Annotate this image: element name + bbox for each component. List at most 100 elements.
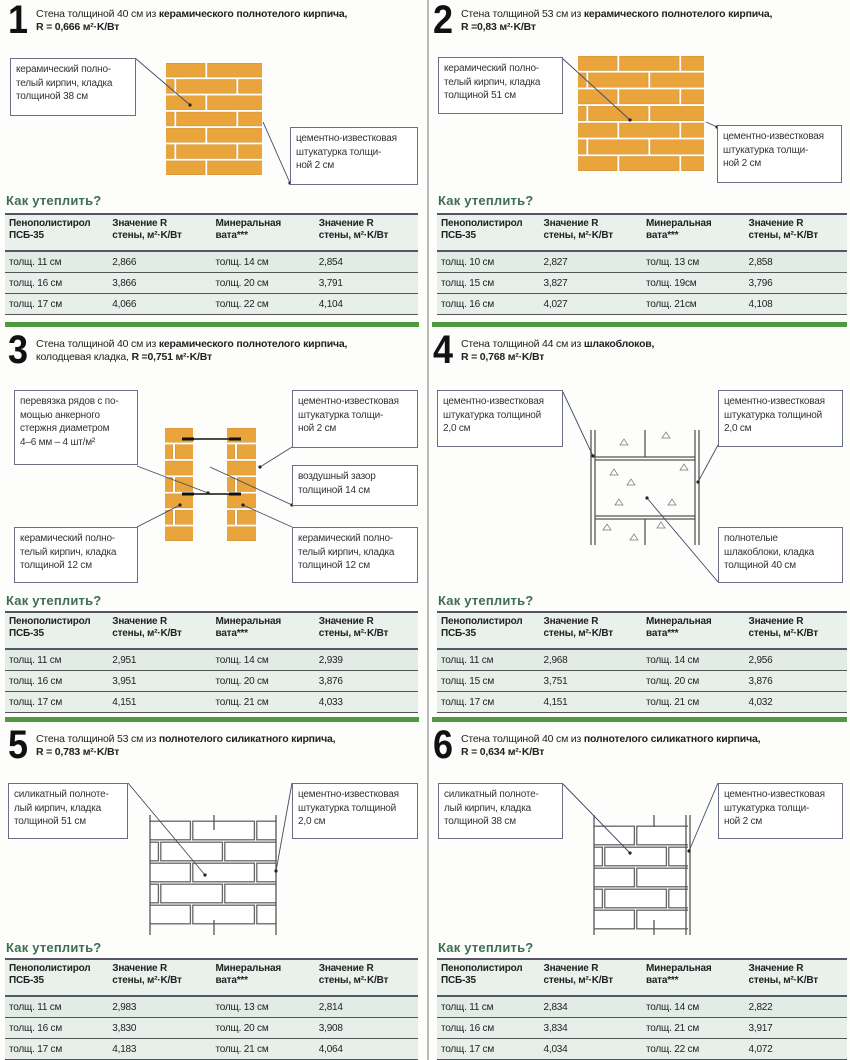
leader-line <box>697 444 719 483</box>
callout-label: цементно-известковая штукатурка толщи- н… <box>292 390 418 448</box>
silicate-masonry <box>150 820 276 925</box>
column-header: Минеральная вата*** <box>211 611 315 650</box>
table-cell: 3,791 <box>314 272 418 294</box>
section-number: 4 <box>433 328 453 372</box>
brick <box>207 95 262 110</box>
table-cell: 2,866 <box>108 251 212 273</box>
brick <box>578 89 618 105</box>
brick <box>150 841 160 862</box>
table-cell: толщ. 11 см <box>437 996 540 1018</box>
brick <box>160 883 224 904</box>
table-cell: 4,072 <box>744 1038 847 1060</box>
r-value: R = 0,634 м²·K/Вт <box>461 746 545 758</box>
table-cell: 3,751 <box>539 670 642 692</box>
table-cell: 4,027 <box>539 293 642 315</box>
table-row: толщ. 16 см 4,027 толщ. 21см 4,108 <box>437 293 847 315</box>
table-header-row: Пенополистирол ПСБ-35 Значение R стены, м… <box>437 213 847 252</box>
column-header: Значение R стены, м²·K/Вт <box>314 958 418 997</box>
brick <box>681 122 704 138</box>
brick <box>256 820 276 841</box>
callout-label: керамический полно- телый кирпич, кладка… <box>438 57 563 114</box>
insulation-table: Пенополистирол ПСБ-35 Значение R стены, м… <box>437 611 847 713</box>
brick <box>604 846 668 867</box>
section-title: Стена толщиной 53 см из керамического по… <box>461 8 772 34</box>
table-cell: толщ. 21 см <box>642 1017 745 1039</box>
section-number: 2 <box>433 0 453 42</box>
brick <box>165 526 193 541</box>
aggregate-mark <box>629 533 639 541</box>
table-cell: толщ. 17 см <box>5 1038 109 1060</box>
table-row: толщ. 11 см 2,951 толщ. 14 см 2,939 <box>5 649 418 671</box>
table-row: толщ. 17 см 4,183 толщ. 21 см 4,064 <box>5 1038 418 1060</box>
leader-line <box>705 121 718 128</box>
brick <box>588 106 649 121</box>
title-text: Стена толщиной 53 см из <box>36 733 159 745</box>
table-cell: 2,983 <box>108 996 212 1018</box>
wall-panel-4: 4 Стена толщиной 44 см из шлакоблоков, R =… <box>425 328 850 713</box>
aggregate-mark <box>656 521 666 529</box>
brick <box>207 128 262 143</box>
insulation-heading: Как утеплить? <box>438 940 534 955</box>
table-cell: 4,064 <box>314 1038 418 1060</box>
brick-leaf-right <box>227 427 256 542</box>
insulation-table: Пенополистирол ПСБ-35 Значение R стены, м… <box>437 213 847 315</box>
brick <box>165 477 173 492</box>
brick <box>165 427 193 443</box>
table-cell: толщ. 14 см <box>211 251 315 273</box>
brick <box>578 122 618 138</box>
brick-masonry <box>578 55 704 172</box>
aggregate-mark <box>667 498 677 506</box>
callout-label: цементно-известковая штукатурка толщи- н… <box>718 783 843 839</box>
table-cell: толщ. 14 см <box>211 649 315 671</box>
brick <box>619 89 680 105</box>
callout-label: керамический полно- телый кирпич, кладка… <box>14 527 138 583</box>
brick <box>588 72 649 88</box>
column-header: Минеральная вата*** <box>642 611 745 650</box>
table-cell: толщ. 14 см <box>642 649 745 671</box>
title-text: Стена толщиной 40 см из <box>36 8 159 20</box>
leader-line <box>561 57 631 121</box>
title-text: Стена толщиной 40 см из <box>461 733 584 745</box>
table-cell: толщ. 15 см <box>437 272 540 294</box>
table-cell: 2,814 <box>314 996 418 1018</box>
brick <box>174 510 193 525</box>
r-value: R =0,83 м²·K/Вт <box>461 21 536 33</box>
insulation-heading: Как утеплить? <box>6 940 102 955</box>
table-cell: толщ. 16 см <box>437 293 540 315</box>
r-value: R =0,751 м²·K/Вт <box>131 351 212 363</box>
table-cell: толщ. 13 см <box>211 996 315 1018</box>
callout-label: керамический полно- телый кирпич, кладка… <box>292 527 418 583</box>
brick <box>150 862 192 883</box>
brick <box>207 160 262 176</box>
table-cell: 3,908 <box>314 1017 418 1039</box>
table-cell: толщ. 11 см <box>5 251 109 273</box>
aggregate-mark <box>609 468 619 476</box>
insulation-heading: Как утеплить? <box>6 193 102 208</box>
table-cell: 2,968 <box>539 649 642 671</box>
table-row: толщ. 16 см 3,830 толщ. 20 см 3,908 <box>5 1017 418 1039</box>
callout-label: цементно-известковая штукатурка толщи- н… <box>717 125 842 183</box>
brick <box>650 72 704 88</box>
insulation-table: Пенополистирол ПСБ-35 Значение R стены, м… <box>5 213 418 315</box>
title-text: Стена толщиной 44 см из <box>461 338 584 350</box>
table-cell: 4,066 <box>108 293 212 315</box>
leader-line <box>242 504 293 528</box>
column-header: Минеральная вата*** <box>642 958 745 997</box>
table-cell: 3,796 <box>744 272 847 294</box>
table-cell: 3,834 <box>539 1017 642 1039</box>
table-cell: 4,151 <box>539 691 642 713</box>
table-row: толщ. 11 см 2,866 толщ. 14 см 2,854 <box>5 251 418 273</box>
table-cell: 3,876 <box>744 670 847 692</box>
brick <box>256 862 276 883</box>
brick <box>227 477 235 492</box>
brick <box>236 444 256 459</box>
column-header: Минеральная вата*** <box>642 213 745 252</box>
callout-label: силикатный полноте- лый кирпич, кладка т… <box>8 783 128 839</box>
brick <box>165 510 173 525</box>
table-row: толщ. 17 см 4,034 толщ. 22 см 4,072 <box>437 1038 847 1060</box>
leader-line <box>127 782 206 876</box>
silicate-brick-wall-diagram <box>127 782 293 935</box>
brick <box>176 144 237 159</box>
leader-line <box>646 497 719 583</box>
table-cell: 4,033 <box>314 691 418 713</box>
